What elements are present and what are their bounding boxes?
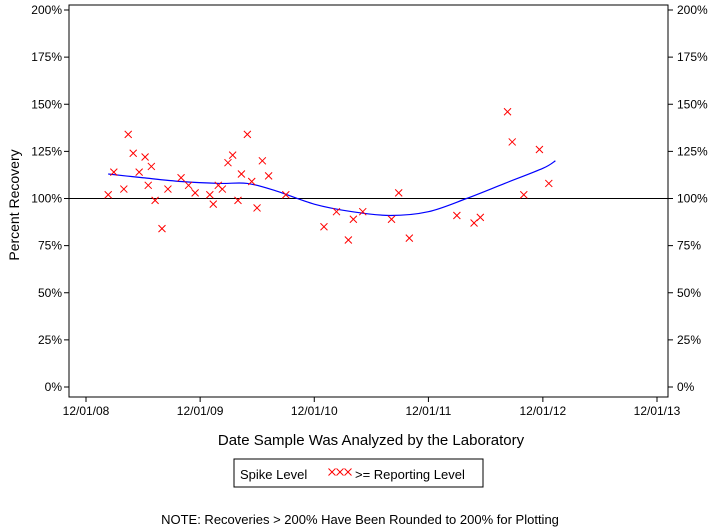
- y-tick-label-right: 50%: [677, 286, 701, 300]
- data-point: [237, 170, 246, 178]
- data-point: [332, 207, 341, 216]
- data-point: [177, 173, 185, 182]
- y-tick-label-left: 25%: [38, 333, 62, 347]
- y-axis-ticks: 0% 0% 25% 25% 50% 50% 75% 75% 100% 100% 125% 125% 15…: [31, 3, 708, 394]
- data-point: [109, 168, 118, 176]
- y-axis-title: Percent Recovery: [6, 149, 22, 260]
- data-point: [508, 138, 517, 146]
- data-point: [104, 190, 113, 199]
- y-tick-label-right: 125%: [677, 144, 708, 158]
- data-point: [258, 156, 267, 165]
- data-point: [320, 222, 328, 231]
- legend-x-marker: [344, 468, 352, 476]
- legend-x-marker: [336, 468, 344, 476]
- data-point: [358, 207, 367, 216]
- data-point: [234, 196, 242, 205]
- data-point: [503, 107, 512, 116]
- data-point: [519, 190, 528, 199]
- y-tick-label-right: 175%: [677, 50, 708, 64]
- data-point: [147, 162, 156, 171]
- y-tick-label-right: 25%: [677, 333, 701, 347]
- data-point: [453, 211, 461, 220]
- data-point: [228, 151, 237, 159]
- legend-marker: [328, 468, 352, 476]
- data-point: [151, 196, 159, 205]
- y-tick-label-left: 175%: [31, 50, 62, 64]
- data-points-layer: [104, 107, 553, 244]
- data-point: [158, 224, 166, 233]
- data-point: [253, 204, 261, 212]
- data-point: [281, 190, 290, 199]
- data-point: [164, 185, 172, 193]
- data-point: [224, 158, 232, 167]
- x-tick-label: 12/01/08: [63, 404, 110, 418]
- legend-label: >= Reporting Level: [355, 467, 465, 482]
- data-point: [387, 215, 396, 224]
- legend: Spike Level >= Reporting Level: [233, 458, 484, 488]
- data-point: [264, 172, 273, 180]
- y-tick-label-right: 75%: [677, 239, 701, 253]
- data-point: [476, 213, 485, 222]
- y-tick-label-left: 75%: [38, 239, 62, 253]
- data-point: [405, 234, 414, 242]
- data-point: [243, 130, 252, 139]
- x-tick-label: 12/01/12: [520, 404, 567, 418]
- data-point: [141, 153, 149, 161]
- y-tick-label-right: 100%: [677, 192, 708, 206]
- y-tick-label-left: 150%: [31, 97, 62, 111]
- data-point: [544, 179, 553, 188]
- y-tick-label-left: 0%: [45, 380, 63, 394]
- data-point: [129, 149, 138, 158]
- data-point: [119, 185, 128, 193]
- x-axis-ticks: 12/01/08 12/01/09 12/01/10 12/01/11 12/01/12…: [63, 397, 681, 418]
- data-point: [135, 168, 144, 176]
- y-tick-label-right: 0%: [677, 380, 695, 394]
- legend-title: Spike Level: [240, 467, 307, 482]
- x-axis-title: Date Sample Was Analyzed by the Laborato…: [218, 432, 525, 449]
- data-point: [124, 130, 133, 139]
- x-tick-label: 12/01/09: [177, 404, 224, 418]
- legend-x-marker: [328, 468, 336, 476]
- data-point: [535, 145, 544, 154]
- footnote: NOTE: Recoveries > 200% Have Been Rounde…: [161, 512, 559, 527]
- y-tick-label-left: 200%: [31, 3, 62, 17]
- y-tick-label-left: 125%: [31, 144, 62, 158]
- x-tick-label: 12/01/10: [291, 404, 338, 418]
- data-point: [144, 181, 153, 190]
- data-point: [205, 190, 214, 199]
- data-point: [191, 188, 199, 197]
- data-point: [344, 236, 353, 244]
- data-point: [247, 177, 256, 186]
- data-point: [394, 188, 403, 197]
- x-tick-label: 12/01/11: [405, 404, 451, 418]
- data-point: [218, 185, 227, 193]
- data-point: [184, 181, 193, 190]
- trend-line: [108, 160, 556, 217]
- y-tick-label-left: 50%: [38, 286, 62, 300]
- data-point: [209, 200, 218, 209]
- plot-border: [68, 4, 669, 398]
- y-tick-label-left: 100%: [31, 192, 62, 206]
- legend-box: [233, 458, 484, 488]
- y-tick-label-right: 200%: [677, 3, 708, 17]
- y-tick-label-right: 150%: [677, 97, 708, 111]
- data-point: [349, 215, 358, 224]
- trend-line-layer: [108, 160, 556, 217]
- x-tick-label: 12/01/13: [634, 404, 681, 418]
- data-point: [470, 219, 478, 227]
- plot-area: [68, 4, 669, 398]
